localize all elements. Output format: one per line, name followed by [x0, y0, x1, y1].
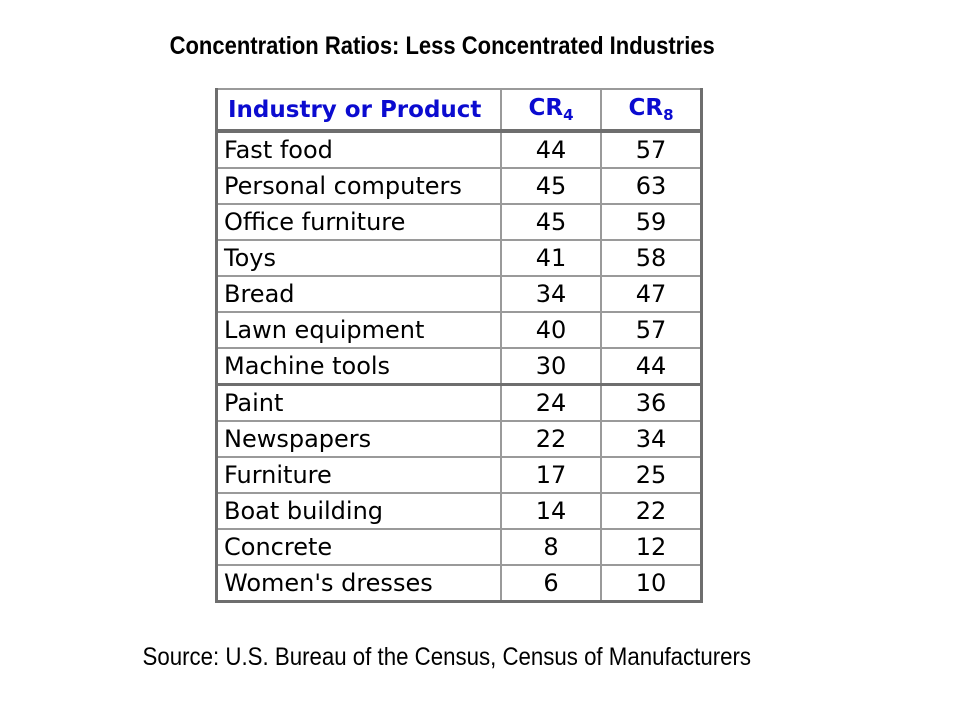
cell-cr4: 40 [500, 311, 602, 349]
cell-cr8: 57 [600, 311, 703, 349]
header-cr8-base: CR [628, 95, 664, 121]
cell-industry: Machine tools [215, 347, 502, 386]
cell-cr4: 14 [500, 492, 602, 530]
cell-cr4: 17 [500, 456, 602, 494]
header-industry: Industry or Product [215, 88, 502, 133]
cell-industry: Boat building [215, 492, 502, 530]
table-row: Furniture 17 25 [215, 456, 703, 494]
cell-industry: Bread [215, 275, 502, 313]
cell-cr8: 22 [600, 492, 703, 530]
cell-industry: Office furniture [215, 203, 502, 241]
table-row: Bread 34 47 [215, 275, 703, 313]
table-row: Lawn equipment 40 57 [215, 311, 703, 349]
cell-cr4: 45 [500, 167, 602, 205]
cell-cr8: 47 [600, 275, 703, 313]
table-row: Office furniture 45 59 [215, 203, 703, 241]
cell-cr8: 57 [600, 130, 703, 169]
cell-cr4: 30 [500, 347, 602, 386]
cell-cr4: 44 [500, 130, 602, 169]
cell-cr4: 22 [500, 420, 602, 458]
cell-industry: Women's dresses [215, 564, 502, 603]
header-cr4-base: CR [528, 95, 564, 121]
table-row: Machine tools 30 44 [215, 347, 703, 386]
page-title: Concentration Ratios: Less Concentrated … [169, 32, 715, 60]
cell-cr4: 45 [500, 203, 602, 241]
cell-industry: Concrete [215, 528, 502, 566]
cell-industry: Personal computers [215, 167, 502, 205]
cell-cr4: 34 [500, 275, 602, 313]
table-row: Concrete 8 12 [215, 528, 703, 566]
header-cr8-sub: 8 [663, 106, 674, 124]
concentration-table-container: Industry or Product CR4 CR8 Fast food 44 5… [215, 88, 703, 603]
cell-industry: Furniture [215, 456, 502, 494]
cell-cr4: 8 [500, 528, 602, 566]
table-row: Fast food 44 57 [215, 130, 703, 169]
cell-cr8: 10 [600, 564, 703, 603]
header-cr8: CR8 [600, 88, 703, 133]
table-header-row: Industry or Product CR4 CR8 [215, 88, 703, 133]
table-row: Women's dresses 6 10 [215, 564, 703, 603]
cell-cr8: 58 [600, 239, 703, 277]
cell-cr8: 59 [600, 203, 703, 241]
cell-cr8: 34 [600, 420, 703, 458]
cell-industry: Lawn equipment [215, 311, 502, 349]
header-industry-label: Industry or Product [228, 96, 482, 123]
cell-cr4: 24 [500, 383, 602, 422]
table-row: Toys 41 58 [215, 239, 703, 277]
cell-cr8: 36 [600, 383, 703, 422]
source-note: Source: U.S. Bureau of the Census, Censu… [142, 643, 752, 671]
header-cr4-sub: 4 [563, 106, 574, 124]
cell-industry: Toys [215, 239, 502, 277]
table-body: Fast food 44 57 Personal computers 45 63 Offic… [215, 130, 703, 603]
cell-industry: Fast food [215, 130, 502, 169]
table-row: Boat building 14 22 [215, 492, 703, 530]
cell-cr8: 25 [600, 456, 703, 494]
table-row: Personal computers 45 63 [215, 167, 703, 205]
header-cr4: CR4 [500, 88, 602, 133]
cell-cr8: 44 [600, 347, 703, 386]
cell-cr4: 41 [500, 239, 602, 277]
cell-cr8: 63 [600, 167, 703, 205]
cell-industry: Paint [215, 383, 502, 422]
table-row: Paint 24 36 [215, 383, 703, 422]
table-row: Newspapers 22 34 [215, 420, 703, 458]
cell-cr8: 12 [600, 528, 703, 566]
cell-cr4: 6 [500, 564, 602, 603]
cell-industry: Newspapers [215, 420, 502, 458]
concentration-table: Industry or Product CR4 CR8 Fast food 44 5… [215, 88, 703, 603]
